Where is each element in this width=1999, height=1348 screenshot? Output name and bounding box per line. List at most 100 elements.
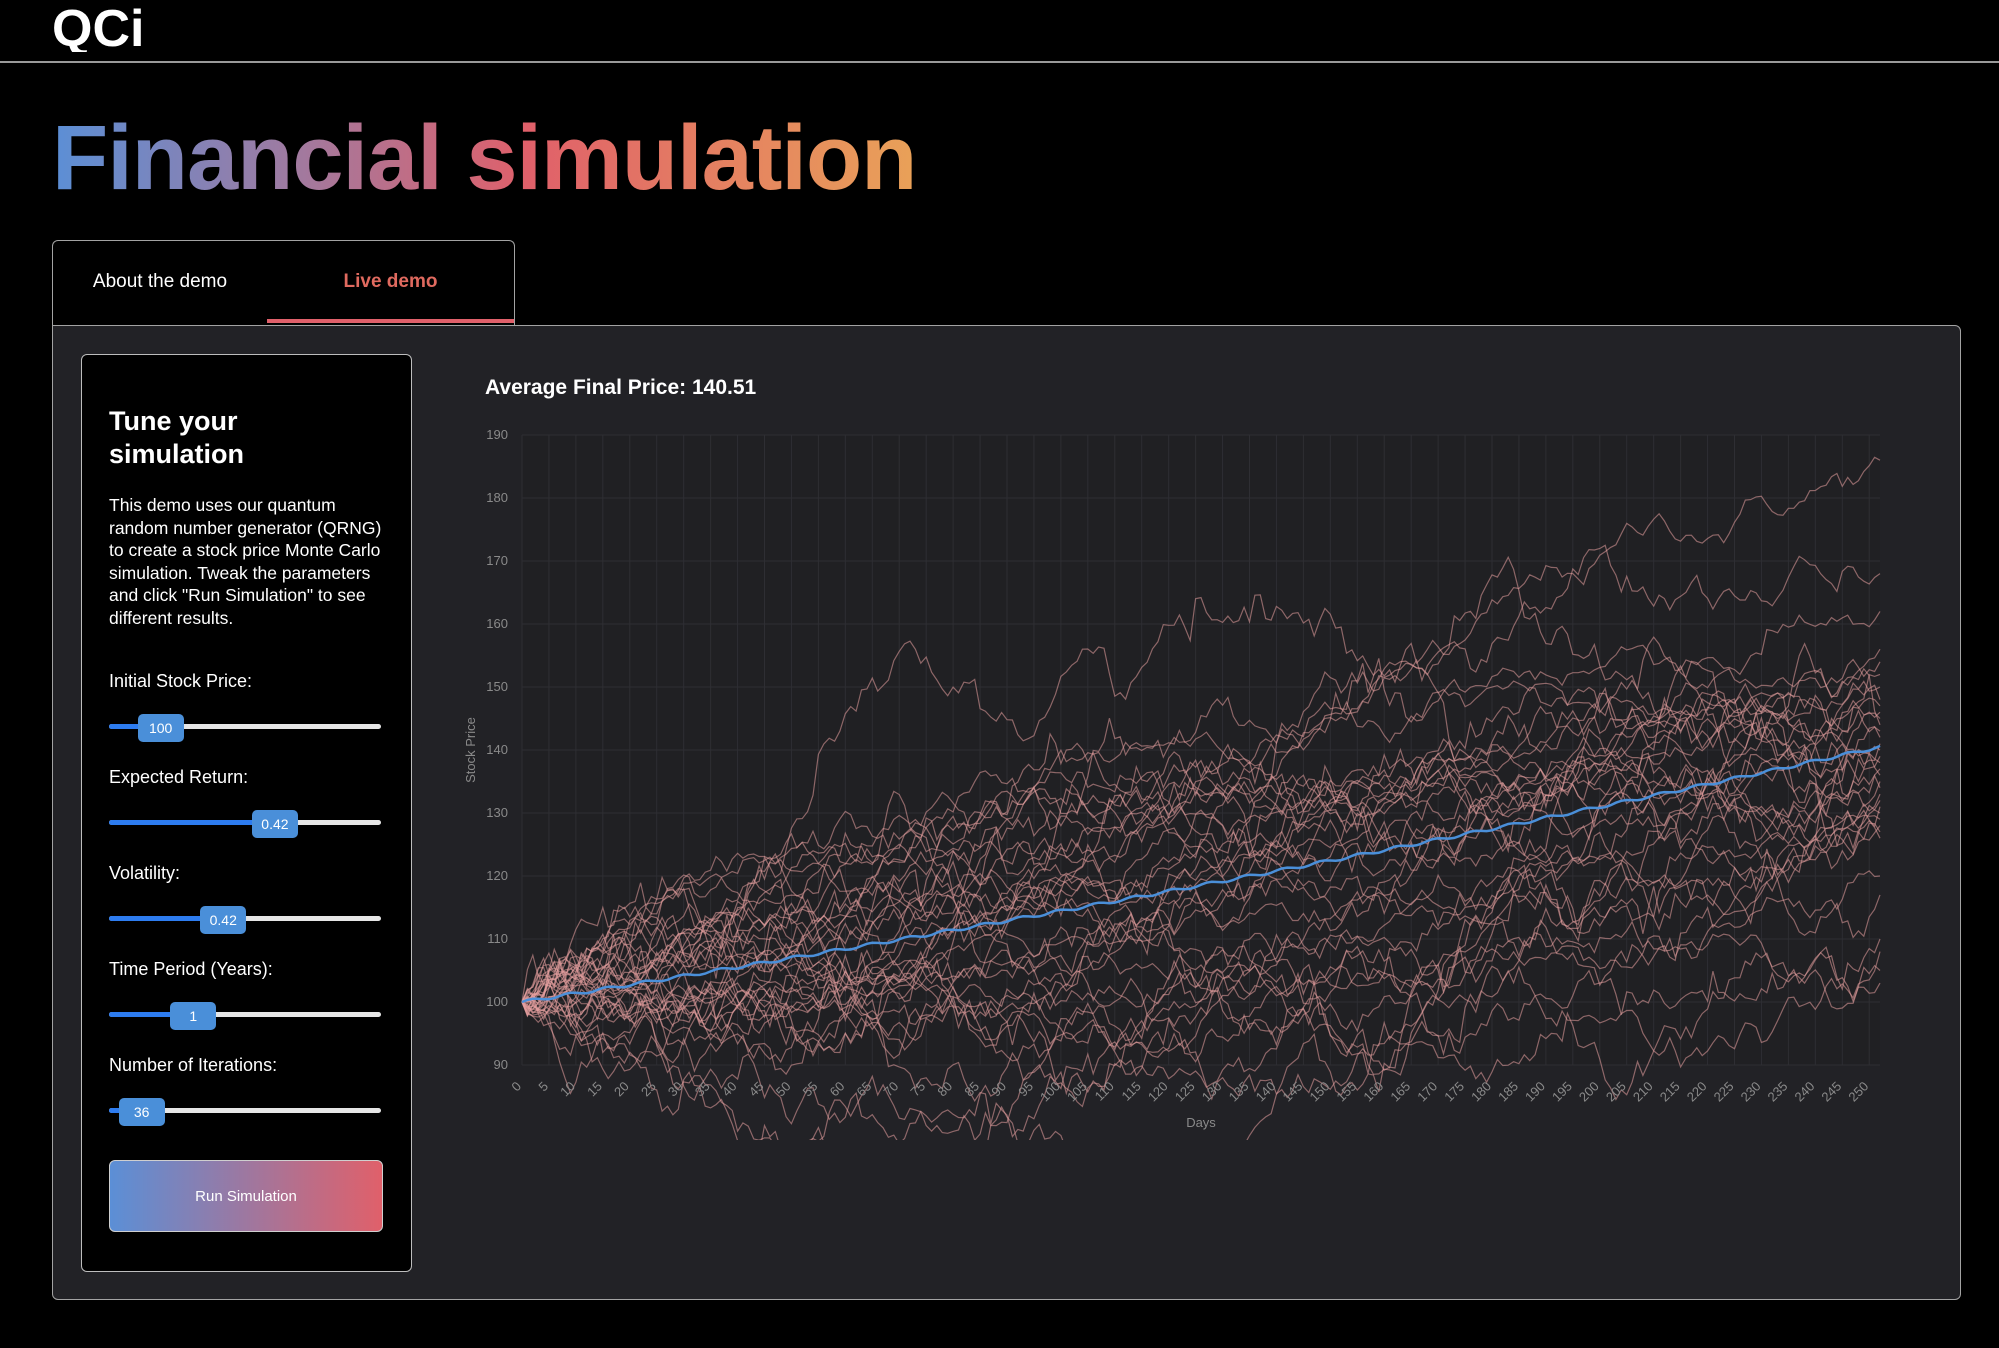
x-tick-label: 110	[1092, 1079, 1117, 1104]
x-tick-label: 195	[1549, 1079, 1575, 1105]
simulation-path	[521, 704, 1881, 1004]
y-tick-label: 180	[486, 490, 508, 505]
slider-fill	[109, 916, 224, 921]
x-tick-label: 40	[719, 1079, 740, 1100]
run-simulation-button[interactable]: Run Simulation	[109, 1160, 383, 1232]
x-tick-label: 75	[907, 1079, 928, 1100]
x-tick-label: 80	[934, 1079, 955, 1100]
simulation-path	[521, 756, 1881, 1007]
x-tick-label: 20	[611, 1079, 632, 1100]
initial-stock-price-label: Initial Stock Price:	[109, 671, 253, 691]
simulation-path	[521, 611, 1881, 1012]
simulation-path	[521, 759, 1881, 1022]
simulation-paths	[521, 456, 1881, 1140]
x-tick-label: 10	[557, 1079, 578, 1100]
x-tick-label: 130	[1199, 1079, 1225, 1105]
x-axis-ticks: 0 5 10 15 20 25 30 35 40 45 50 55 60 65 70 75 80 85 90 95 10…	[508, 1079, 1871, 1105]
slider-fill	[109, 820, 275, 825]
time-period-thumb[interactable]: 1	[170, 1002, 217, 1030]
slider-track	[109, 1012, 381, 1017]
simulation-path	[521, 686, 1881, 1005]
slider-fill	[109, 724, 161, 729]
x-tick-label: 25	[638, 1079, 659, 1100]
volatility-label: Volatility:	[109, 863, 181, 883]
initial-stock-price-slider[interactable]: 100	[109, 714, 381, 742]
simulation-path	[521, 725, 1881, 1073]
x-tick-label: 150	[1307, 1079, 1333, 1105]
simulation-path	[521, 870, 1881, 1028]
x-tick-label: 235	[1765, 1079, 1791, 1105]
sidebar-title: Tune your simulation	[109, 406, 245, 469]
x-tick-label: 215	[1657, 1079, 1683, 1105]
tab-live-demo-label: Live demo	[343, 271, 438, 292]
initial-stock-price-thumb[interactable]: 100	[137, 714, 184, 742]
x-tick-label: 60	[827, 1079, 848, 1100]
average-final-price: Average Final Price: 140.51	[485, 376, 757, 399]
simulation-path	[521, 699, 1881, 1042]
slider-fill	[109, 1012, 194, 1017]
y-tick-label: 160	[486, 616, 508, 631]
page-title: Financial simulation	[52, 107, 917, 209]
x-tick-label: 240	[1792, 1079, 1818, 1105]
x-tick-label: 165	[1387, 1079, 1413, 1105]
expected-return-thumb[interactable]: 0.42	[251, 810, 298, 838]
x-tick-label: 170	[1414, 1079, 1440, 1105]
time-period-slider[interactable]: 1	[109, 1002, 381, 1030]
slider-track	[109, 724, 381, 729]
simulation-path	[521, 680, 1881, 1003]
x-tick-label: 220	[1684, 1079, 1710, 1105]
y-tick-label: 130	[486, 805, 508, 820]
simulation-path	[521, 745, 1881, 1025]
y-tick-label: 100	[486, 994, 508, 1009]
x-tick-label: 185	[1495, 1079, 1521, 1105]
y-tick-label: 190	[486, 427, 508, 442]
simulation-path	[521, 694, 1881, 1013]
volatility-thumb[interactable]: 0.42	[200, 906, 247, 934]
qci-logo[interactable]: QCi	[52, 4, 192, 52]
average-price-line	[521, 744, 1881, 1004]
tune-simulation-sidebar: Tune your simulation This demo uses our …	[81, 354, 412, 1272]
simulation-path	[521, 698, 1881, 1060]
volatility-slider[interactable]: 0.42	[109, 906, 381, 934]
active-tab-indicator	[267, 319, 514, 323]
simulation-path	[521, 658, 1881, 1076]
x-tick-label: 15	[584, 1079, 605, 1100]
average-path	[521, 744, 1881, 1004]
tab-about-the-demo[interactable]: About the demo	[92, 271, 228, 292]
x-tick-label: 250	[1845, 1079, 1871, 1105]
simulation-path	[521, 544, 1881, 1042]
y-axis-ticks: 90 100 110 120 130 140 150 160 170 180 190	[486, 427, 508, 1072]
x-tick-label: 70	[881, 1079, 902, 1100]
y-tick-label: 140	[486, 742, 508, 757]
y-tick-label: 170	[486, 553, 508, 568]
x-tick-label: 35	[692, 1079, 713, 1100]
y-axis-title: Stock Price	[463, 717, 478, 783]
simulation-path	[521, 636, 1881, 1018]
simulation-path	[521, 690, 1881, 1003]
simulation-path	[521, 793, 1881, 1140]
number-of-iterations-thumb[interactable]: 36	[118, 1098, 165, 1126]
number-of-iterations-label: Number of Iterations:	[109, 1055, 278, 1075]
simulation-path	[521, 951, 1881, 1069]
svg-text:QCi: QCi	[52, 4, 144, 52]
number-of-iterations-slider[interactable]: 36	[109, 1098, 381, 1126]
expected-return-slider[interactable]: 0.42	[109, 810, 381, 838]
tab-bar: About the demo Live demo	[52, 240, 515, 325]
x-tick-label: 5	[535, 1079, 551, 1095]
top-bar: QCi	[0, 0, 1999, 63]
tab-live-demo[interactable]: Live demo	[267, 241, 514, 323]
stock-price-chart: 90 100 110 120 130 140 150 160 170 180 190 0 5 10 15 2…	[463, 427, 1881, 1140]
simulation-path	[521, 804, 1881, 1138]
simulation-path	[521, 555, 1881, 1018]
x-tick-label: 225	[1711, 1079, 1737, 1105]
y-tick-label: 150	[486, 679, 508, 694]
x-tick-label: 200	[1576, 1079, 1602, 1105]
simulation-path	[521, 660, 1881, 1003]
time-period-label: Time Period (Years):	[109, 959, 273, 979]
simulation-path	[521, 848, 1881, 1096]
y-tick-label: 120	[486, 868, 508, 883]
x-tick-label: 125	[1172, 1079, 1198, 1105]
y-tick-label: 90	[494, 1057, 508, 1072]
slider-track	[109, 1108, 381, 1113]
expected-return-label: Expected Return:	[109, 767, 249, 787]
